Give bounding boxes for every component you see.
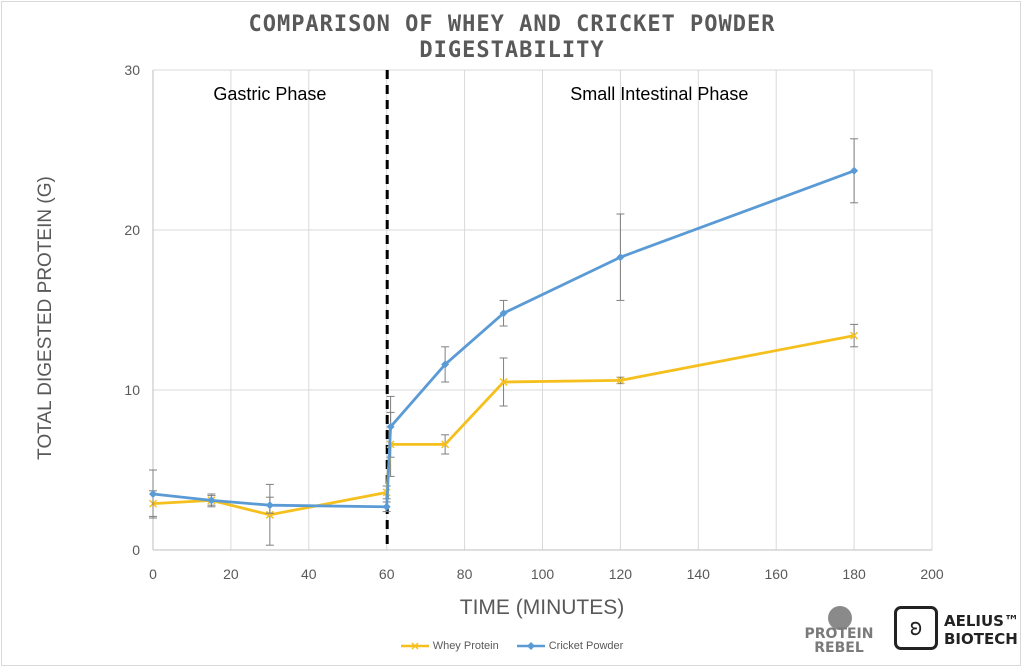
protein-rebel-logo: PROTEIN REBEL — [802, 604, 876, 656]
y-tick-label: 30 — [124, 62, 140, 78]
y-axis-label: TOTAL DIGESTED PROTEIN (G) — [35, 176, 56, 460]
x-tick-label: 200 — [920, 566, 944, 582]
data-point — [499, 309, 508, 318]
data-point — [149, 490, 157, 498]
data-point — [207, 496, 216, 505]
aelius-glyph-icon: ʚ — [908, 613, 924, 641]
data-point — [386, 422, 395, 431]
data-point — [265, 501, 274, 510]
data-point — [850, 331, 859, 340]
aelius-biotech-logo: ʚ AELIUS™ BIOTECH — [894, 606, 1020, 654]
x-tick-label: 120 — [609, 566, 633, 582]
legend-swatch-whey — [400, 642, 429, 650]
data-point — [382, 502, 391, 511]
chart-title-line-2: DIGESTABILITY — [419, 38, 605, 63]
x-tick-label: 20 — [223, 566, 239, 582]
data-point — [616, 376, 625, 385]
y-tick-label: 0 — [132, 542, 140, 558]
legend-label-whey: Whey Protein — [432, 640, 499, 652]
data-point — [441, 360, 450, 369]
legend-item-whey: Whey Protein — [400, 640, 499, 652]
aelius-line-2: BIOTECH — [944, 630, 1018, 648]
data-point — [850, 166, 859, 175]
data-point — [265, 510, 274, 519]
aelius-intestine-icon — [894, 606, 938, 650]
y-tick-label: 10 — [124, 382, 140, 398]
data-point — [616, 253, 625, 262]
x-tick-label: 40 — [301, 566, 317, 582]
legend: Whey Protein Cricket Powder — [0, 640, 1024, 652]
x-tick-label: 160 — [765, 566, 789, 582]
x-tick-label: 0 — [149, 566, 157, 582]
x-tick-label: 80 — [457, 566, 473, 582]
legend-swatch-cricket — [516, 642, 545, 650]
chart-title-line-1: COMPARISON OF WHEY AND CRICKET POWDER — [248, 12, 776, 37]
series-layer — [148, 138, 859, 546]
x-tick-label: 180 — [842, 566, 866, 582]
protein-rebel-line-1: PROTEIN — [804, 626, 874, 642]
x-tick-label: 60 — [379, 566, 395, 582]
grid-layer — [152, 69, 933, 551]
x-tick-label: 100 — [531, 566, 555, 582]
protein-rebel-line-2: REBEL — [814, 640, 864, 656]
series-line — [152, 169, 855, 509]
data-point — [499, 377, 508, 387]
series-cricket — [149, 138, 859, 519]
chart-title: COMPARISON OF WHEY AND CRICKET POWDER DI… — [0, 12, 1024, 64]
y-tick-label: 20 — [124, 222, 140, 238]
legend-item-cricket: Cricket Powder — [516, 640, 624, 652]
phase-annotation: Gastric Phase — [213, 84, 326, 104]
legend-label-cricket: Cricket Powder — [548, 640, 624, 652]
data-point — [441, 440, 450, 449]
phase-annotation: Small Intestinal Phase — [570, 84, 748, 104]
tick-layer: 0 20 40 60 80 100 120 140 160 180 200 0 10 20 30 — [124, 62, 943, 582]
aelius-line-1: AELIUS™ — [944, 612, 1019, 630]
series-whey — [148, 323, 859, 546]
annotation-layer: Gastric Phase Small Intestinal Phase — [213, 84, 748, 104]
x-tick-label: 140 — [687, 566, 711, 582]
x-axis-label: TIME (MINUTES) — [459, 596, 625, 619]
protein-rebel-circle-icon — [828, 606, 852, 630]
